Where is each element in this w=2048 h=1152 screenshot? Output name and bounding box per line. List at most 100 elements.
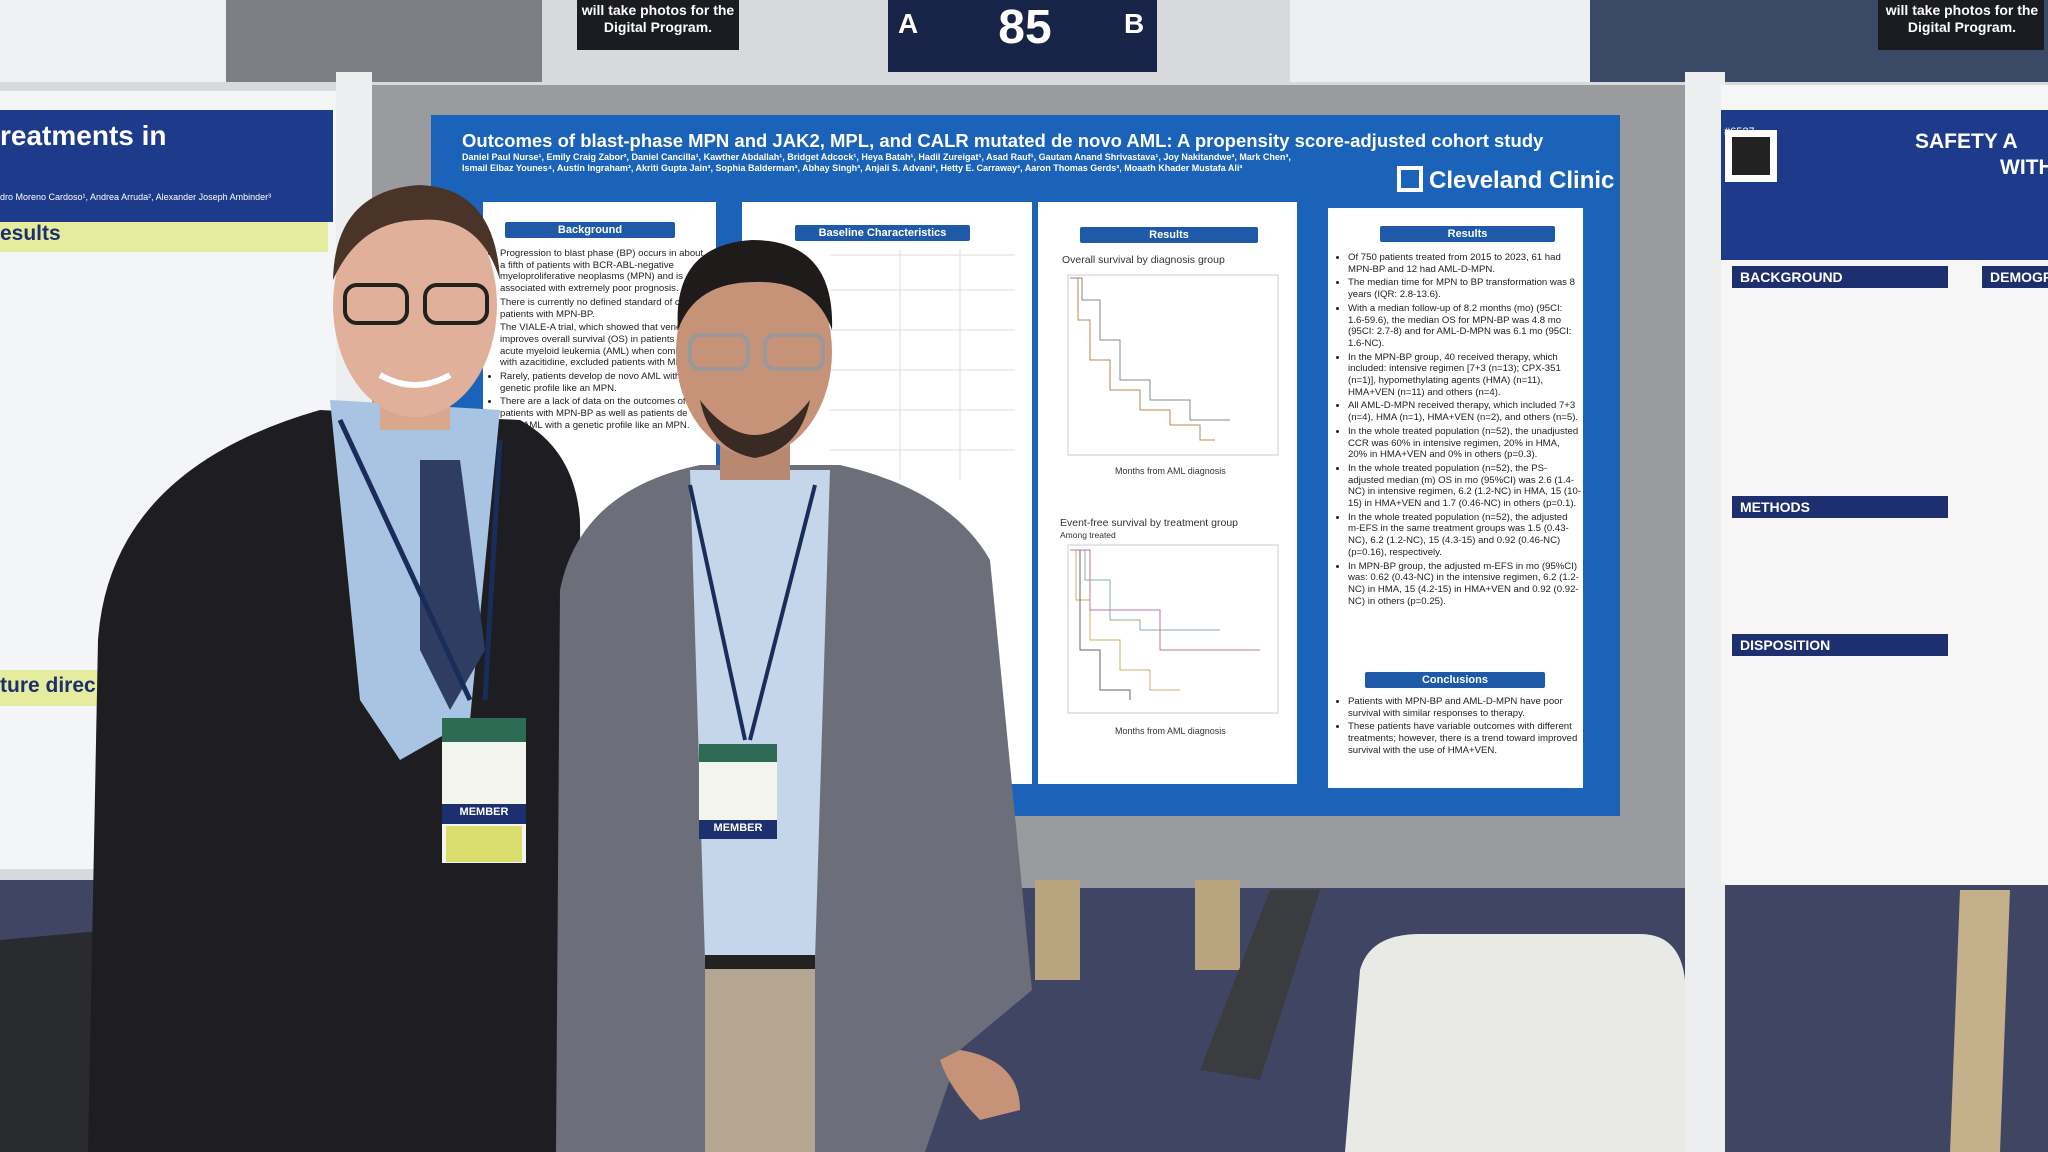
lens [763, 333, 825, 371]
right-poster-section: METHODS [1732, 496, 1948, 518]
chart-subtitle: Among treated [1060, 530, 1116, 540]
bullet: Progression to blast phase (BP) occurs i… [500, 248, 708, 295]
chart-title: Overall survival by diagnosis group [1062, 254, 1225, 266]
bullet: In MPN-BP group, the adjusted m-EFS in m… [1348, 561, 1581, 608]
bullet: In the whole treated population (n=52), … [1348, 426, 1581, 461]
left-poster-band [0, 222, 328, 252]
km-curve [1070, 549, 1180, 691]
km-curve [1070, 277, 1230, 421]
bullet: The VIALE-A trial, which showed that ven… [500, 322, 708, 369]
top-poster [0, 0, 226, 82]
km-chart [1067, 274, 1279, 714]
sign-text: will take photos for the Digital Program… [1885, 2, 2039, 35]
sign [577, 0, 739, 50]
chart-frame [1067, 274, 1279, 456]
lanyard [337, 418, 503, 702]
glasses [343, 283, 489, 325]
chart-title: Event-free survival by treatment group [1060, 517, 1238, 529]
hair [677, 240, 833, 330]
conclusions-text: Patients with MPN-BP and AML-D-MPN have … [1336, 696, 1581, 759]
right-poster-section: BACKGROUND [1732, 266, 1948, 288]
bullet: In the MPN-BP group, 40 received therapy… [1348, 352, 1581, 399]
panel [1328, 208, 1583, 788]
km-curve [1070, 549, 1220, 631]
bullet: There is currently no defined standard o… [500, 297, 708, 320]
right-poster-title: SAFETY A [1915, 130, 2018, 153]
lens [343, 283, 409, 325]
qr-code [1732, 137, 1770, 175]
top-poster [1290, 0, 1590, 82]
axis-label: Months from AML diagnosis [1115, 726, 1226, 736]
passerby-leg [1200, 890, 1320, 1080]
left-poster-section: esults [0, 222, 61, 245]
passerby-leg [1035, 880, 1080, 980]
panel [1038, 202, 1297, 784]
background-text: Progression to blast phase (BP) occurs i… [488, 248, 708, 434]
bullet-list: Of 750 patients treated from 2015 to 202… [1336, 252, 1581, 607]
head [676, 248, 832, 456]
logo-text: Cleveland Clinic [1429, 167, 1615, 194]
passerby-leg [1195, 880, 1240, 970]
bullet: These patients have variable outcomes wi… [1348, 721, 1581, 756]
lens [688, 333, 750, 371]
left-poster-header [0, 110, 333, 222]
belt [705, 955, 815, 969]
table-lines [830, 250, 1015, 480]
bullet: Rarely, patients develop de novo AML wit… [500, 371, 708, 394]
brick-wall [226, 0, 542, 82]
sign-text: will take photos for the Digital Program… [581, 2, 735, 35]
smile [378, 372, 452, 388]
badge-text: MEMBER [713, 822, 763, 834]
sign [1878, 0, 2044, 50]
left-poster-title: reatments in [0, 120, 167, 151]
bullet-list: Progression to blast phase (BP) occurs i… [488, 248, 708, 432]
axis-label: Months from AML diagnosis [1115, 466, 1226, 476]
badge-top [699, 744, 777, 762]
trousers [705, 960, 815, 1152]
km-curve [1070, 277, 1215, 441]
hand [940, 1050, 1020, 1120]
poster-authors: Daniel Paul Nurse¹, Emily Craig Zabor², … [462, 152, 1291, 173]
results-text: Of 750 patients treated from 2015 to 202… [1336, 252, 1581, 609]
shirt [690, 470, 830, 960]
chart-frame [1067, 544, 1279, 714]
right-poster-code: #6527 [1724, 126, 1755, 138]
bullet-list: Patients with MPN-BP and AML-D-MPN have … [1336, 696, 1581, 757]
poster-title: Outcomes of blast-phase MPN and JAK2, MP… [462, 130, 1544, 151]
bullet: The median time for MPN to BP transforma… [1348, 277, 1581, 300]
bullet: With a median follow-up of 8.2 months (m… [1348, 303, 1581, 350]
passerby-leg [1950, 890, 2010, 1152]
section-header: Results [1380, 226, 1555, 242]
person-left [88, 185, 585, 1152]
hair [333, 185, 500, 280]
right-poster-title: WITH [2000, 156, 2048, 179]
bullet: All AML-D-MPN received therapy, which in… [1348, 400, 1581, 423]
lanyard [688, 484, 817, 741]
badge-ribbon [446, 826, 522, 862]
lens [423, 283, 489, 325]
bullet: In the whole treated population (n=52), … [1348, 512, 1581, 559]
right-poster-section: DISPOSITION [1732, 634, 1948, 656]
beard [700, 400, 810, 458]
km-curve [1070, 549, 1260, 651]
bullet: In the whole treated population (n=52), … [1348, 463, 1581, 510]
section-header: Background [505, 222, 675, 238]
head [333, 193, 497, 417]
board-post [1685, 72, 1725, 1152]
poster-logo: Cleveland Clinic [1397, 166, 1614, 195]
person-right [556, 240, 1032, 1152]
board-number [888, 0, 1157, 72]
left-poster-section: ture direc [0, 674, 96, 697]
bullet: There are a lack of data on the outcomes… [500, 396, 708, 431]
badge-top [442, 718, 526, 742]
bullet: Patients with MPN-BP and AML-D-MPN have … [1348, 696, 1581, 719]
board-letter: A [898, 8, 919, 39]
logo-mark [1397, 166, 1423, 192]
section-header: Results [1080, 227, 1258, 243]
glasses [688, 333, 825, 371]
section-header: Conclusions [1365, 672, 1545, 688]
badge-band [442, 804, 526, 824]
